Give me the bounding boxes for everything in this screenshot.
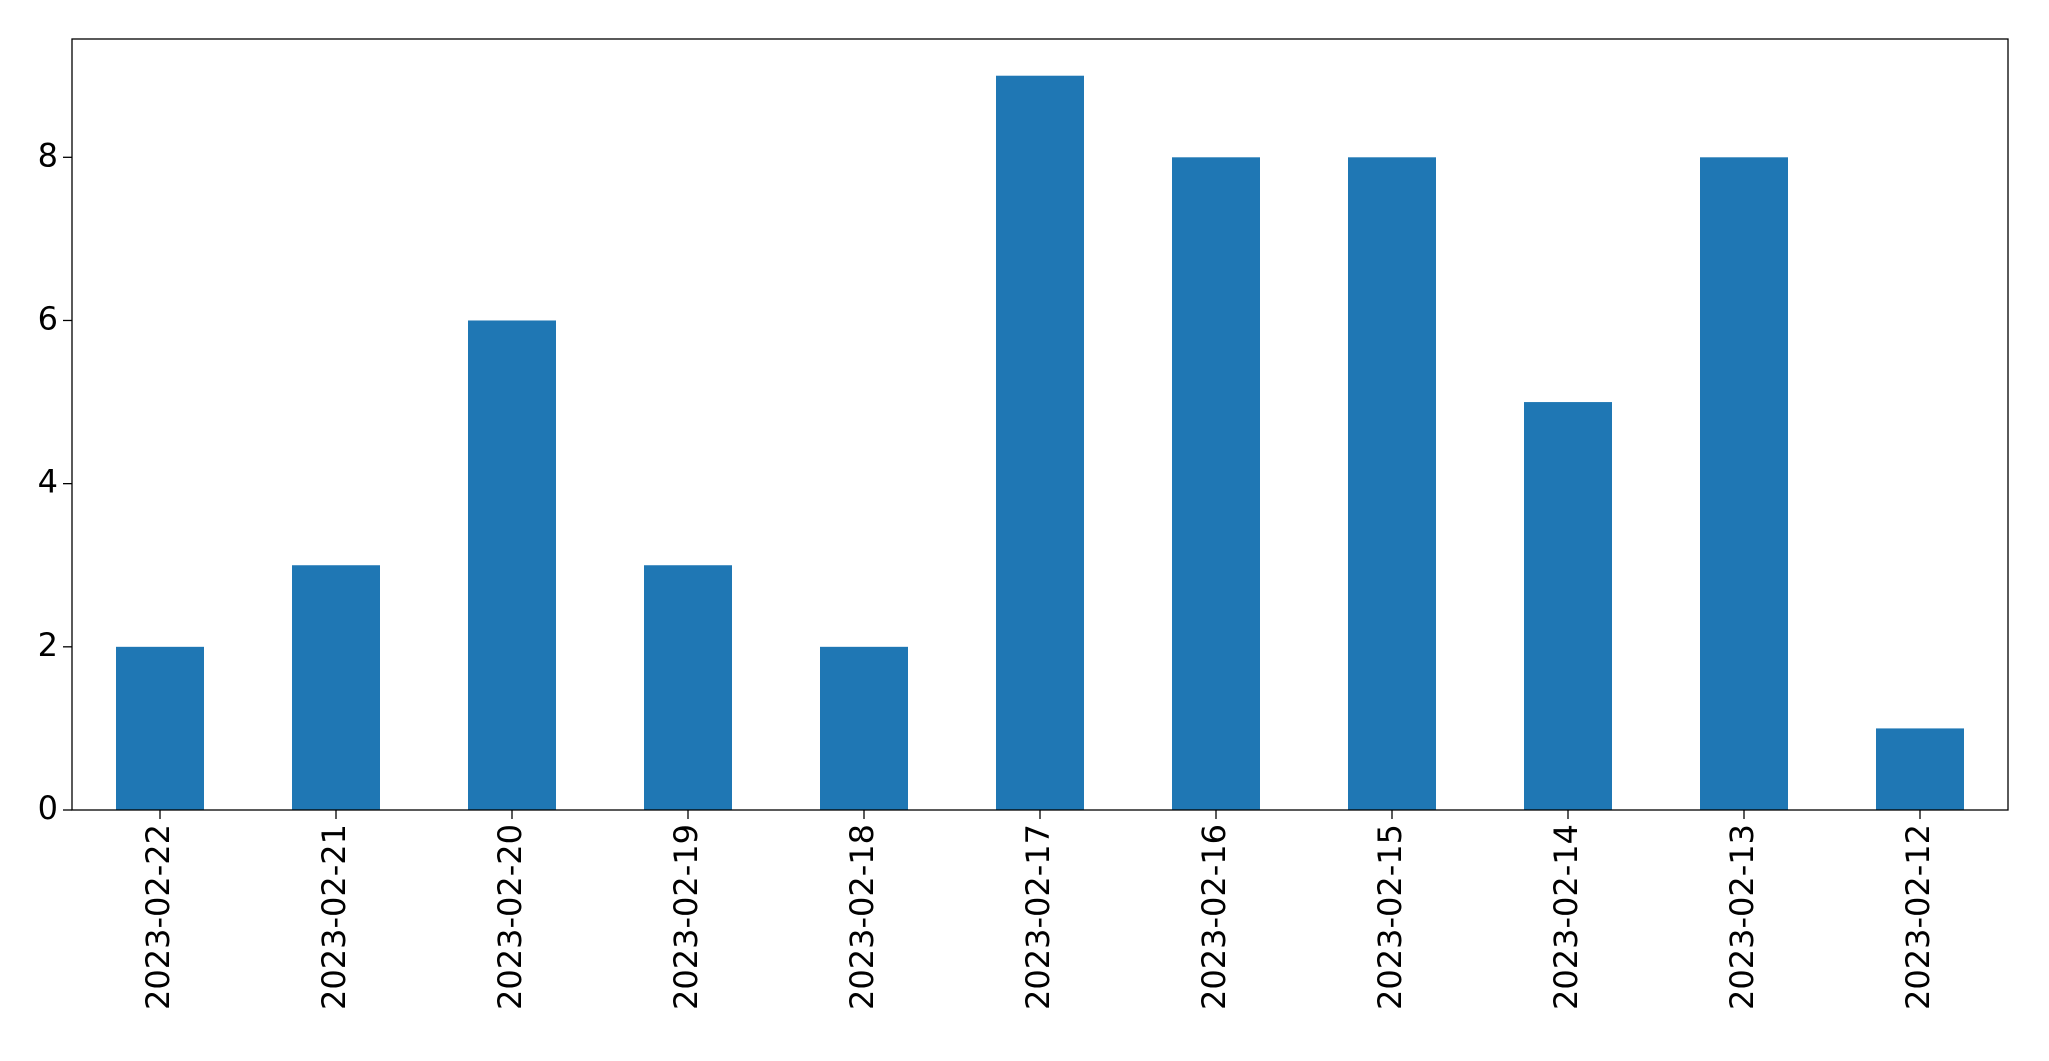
bar bbox=[116, 646, 204, 810]
x-tick-label: 2023-02-14 bbox=[1547, 824, 1585, 1010]
x-tick-label: 2023-02-16 bbox=[1195, 824, 1233, 1010]
y-tick-label: 6 bbox=[38, 299, 58, 337]
bar bbox=[1524, 402, 1612, 810]
y-tick-label: 8 bbox=[38, 136, 58, 174]
x-tick-label: 2023-02-18 bbox=[843, 824, 881, 1010]
bar bbox=[1172, 157, 1260, 811]
x-tick-label: 2023-02-20 bbox=[491, 824, 529, 1010]
y-tick-label: 0 bbox=[38, 789, 58, 827]
y-tick-label: 2 bbox=[38, 626, 58, 664]
x-tick-label: 2023-02-12 bbox=[1899, 824, 1937, 1010]
bar bbox=[1876, 728, 1964, 810]
bar bbox=[1348, 157, 1436, 811]
bar bbox=[820, 646, 908, 810]
x-tick-label: 2023-02-22 bbox=[139, 824, 177, 1010]
bar bbox=[1700, 157, 1788, 811]
x-tick-label: 2023-02-17 bbox=[1019, 824, 1057, 1010]
x-tick-label: 2023-02-19 bbox=[667, 824, 705, 1010]
x-tick-label: 2023-02-13 bbox=[1723, 824, 1761, 1010]
y-tick-label: 4 bbox=[38, 463, 58, 501]
x-tick-label: 2023-02-21 bbox=[315, 824, 353, 1010]
bar bbox=[996, 75, 1084, 810]
bar bbox=[292, 565, 380, 810]
bar bbox=[644, 565, 732, 810]
x-tick-label: 2023-02-15 bbox=[1371, 824, 1409, 1010]
bar bbox=[468, 320, 556, 810]
